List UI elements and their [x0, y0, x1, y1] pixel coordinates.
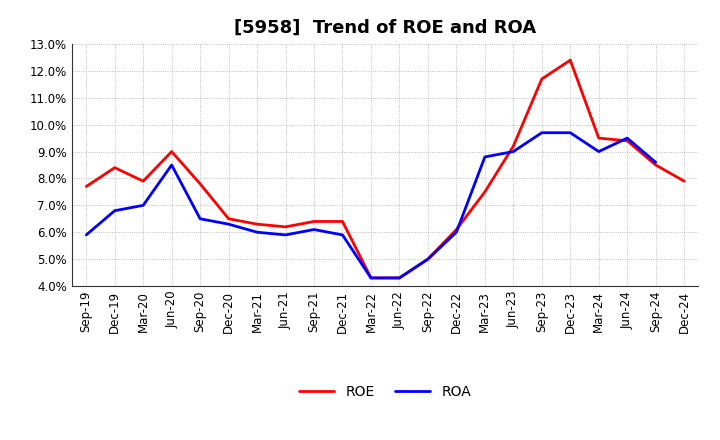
- ROA: [139, 203, 148, 208]
- ROA: [395, 275, 404, 281]
- ROE: [282, 224, 290, 230]
- ROE: [680, 179, 688, 184]
- ROE: [423, 257, 432, 262]
- ROE: [366, 275, 375, 281]
- ROA: [366, 275, 375, 281]
- ROE: [139, 179, 148, 184]
- ROA: [282, 232, 290, 238]
- ROE: [395, 275, 404, 281]
- ROA: [196, 216, 204, 221]
- ROE: [509, 143, 518, 149]
- ROE: [480, 189, 489, 194]
- ROA: [338, 232, 347, 238]
- ROA: [423, 257, 432, 262]
- ROA: [566, 130, 575, 136]
- ROA: [167, 162, 176, 168]
- ROA: [225, 221, 233, 227]
- ROA: [253, 230, 261, 235]
- ROE: [652, 162, 660, 168]
- ROA: [595, 149, 603, 154]
- ROA: [452, 230, 461, 235]
- ROE: [338, 219, 347, 224]
- ROA: [310, 227, 318, 232]
- ROE: [623, 138, 631, 143]
- ROA: [652, 160, 660, 165]
- ROE: [196, 181, 204, 187]
- ROA: [537, 130, 546, 136]
- ROA: [82, 232, 91, 238]
- ROE: [566, 58, 575, 63]
- ROA: [480, 154, 489, 160]
- ROE: [310, 219, 318, 224]
- ROE: [225, 216, 233, 221]
- ROE: [452, 227, 461, 232]
- ROE: [167, 149, 176, 154]
- Legend: ROE, ROA: ROE, ROA: [294, 380, 477, 405]
- ROE: [537, 76, 546, 81]
- ROE: [82, 184, 91, 189]
- ROE: [253, 221, 261, 227]
- Title: [5958]  Trend of ROE and ROA: [5958] Trend of ROE and ROA: [234, 19, 536, 37]
- ROA: [509, 149, 518, 154]
- ROA: [623, 136, 631, 141]
- ROE: [110, 165, 119, 170]
- Line: ROE: ROE: [86, 60, 684, 278]
- ROA: [110, 208, 119, 213]
- ROE: [595, 136, 603, 141]
- Line: ROA: ROA: [86, 133, 656, 278]
